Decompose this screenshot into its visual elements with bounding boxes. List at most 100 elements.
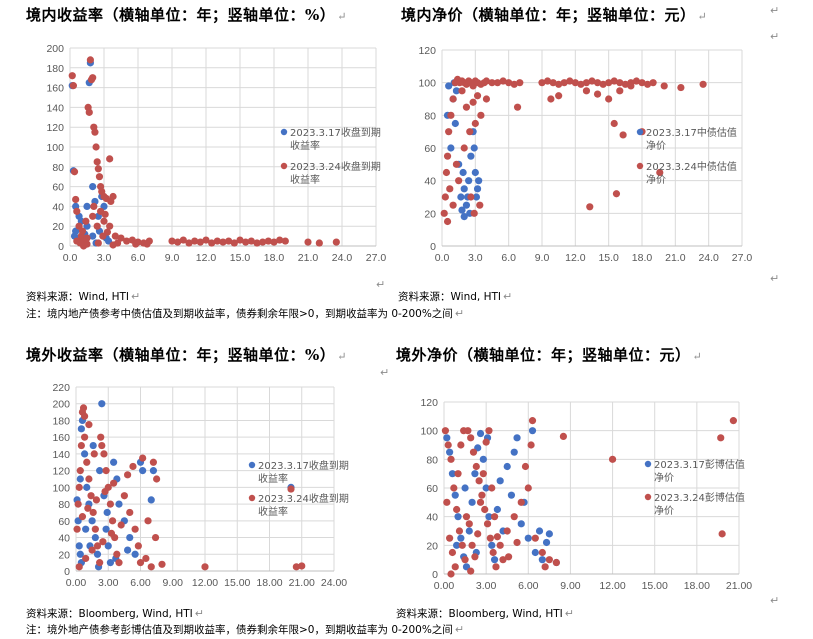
data-point [496, 541, 504, 549]
data-point [462, 201, 471, 209]
data-point [83, 202, 91, 210]
data-point [593, 79, 602, 87]
data-point [528, 427, 537, 435]
source-domestic-price: 资料来源：Wind, HTI ↵ [398, 290, 513, 303]
data-point [586, 203, 594, 211]
x-tick-label: 27.0 [732, 252, 753, 264]
data-point [543, 77, 552, 85]
x-tick-label: 3.0 [97, 252, 112, 264]
data-point [448, 548, 457, 557]
data-point [616, 87, 624, 95]
data-point [516, 79, 524, 87]
data-point [446, 448, 454, 456]
x-tick-label: 21.0 [665, 252, 686, 264]
data-point [111, 232, 119, 240]
y-tick-label: 0 [64, 566, 70, 578]
x-tick-label: 0.0 [63, 252, 78, 264]
y-tick-label: 140 [52, 449, 70, 461]
data-point [488, 79, 496, 87]
data-point [89, 74, 97, 82]
y-tick-label: 100 [46, 142, 64, 154]
data-point [76, 550, 84, 558]
data-point [479, 470, 487, 478]
x-tick-label: 15.0 [598, 252, 619, 264]
data-point [445, 82, 453, 90]
data-point [132, 240, 140, 248]
data-point [236, 236, 244, 244]
data-point [471, 119, 479, 128]
data-point [616, 79, 624, 87]
data-point [103, 508, 111, 517]
data-point [315, 239, 323, 247]
data-point [88, 546, 96, 554]
data-point [196, 238, 204, 246]
data-point [76, 475, 84, 483]
data-point [531, 534, 539, 542]
y-tick-label: 20 [426, 540, 438, 552]
data-point [124, 471, 132, 479]
data-point [80, 242, 88, 250]
data-point [505, 79, 513, 87]
legend-label: 净价 [646, 173, 666, 186]
data-point [505, 553, 513, 561]
data-point [109, 241, 117, 249]
data-point [79, 404, 88, 412]
paragraph-mark: ↵ [770, 272, 780, 285]
data-point [452, 87, 461, 95]
data-point [451, 491, 459, 499]
data-point [123, 237, 131, 245]
y-tick-label: 80 [52, 162, 64, 174]
data-point [608, 455, 617, 463]
y-tick-label: 180 [46, 63, 64, 75]
data-point [109, 192, 117, 201]
x-tick-label: 3.00 [98, 577, 119, 589]
data-point [73, 207, 81, 215]
data-point [101, 210, 109, 218]
legend-marker [248, 494, 256, 502]
data-point [270, 238, 278, 246]
x-tick-label: 21.00 [726, 580, 752, 592]
data-point [471, 553, 479, 561]
x-tick-label: 18.00 [684, 580, 710, 592]
data-point [185, 239, 193, 247]
y-tick-label: 0 [430, 241, 436, 253]
data-point [120, 492, 128, 500]
data-point [517, 520, 525, 528]
data-point [460, 213, 468, 221]
data-point [468, 498, 476, 506]
data-point [472, 193, 481, 201]
x-tick-label: 12.00 [599, 580, 625, 592]
x-tick-label: 0.00 [66, 577, 87, 589]
y-tick-label: 40 [58, 533, 70, 545]
data-point [304, 238, 312, 246]
data-point [213, 237, 221, 245]
data-point [476, 498, 485, 506]
data-point [549, 79, 557, 87]
legend-label: 2023.3.17彭博估值 [654, 458, 745, 471]
data-point [73, 525, 81, 533]
source-domestic-yield: 资料来源：Wind, HTI ↵ [26, 290, 141, 303]
data-point [470, 209, 478, 217]
source-offshore-price: 资料来源：Bloomberg, Wind, HTI ↵ [396, 607, 574, 620]
data-point [619, 131, 627, 139]
y-tick-label: 0 [58, 241, 64, 253]
data-point [153, 475, 161, 483]
data-point [571, 79, 579, 87]
y-tick-label: 80 [58, 499, 70, 511]
y-tick-label: 40 [426, 512, 438, 524]
data-point [101, 487, 109, 496]
data-point [96, 559, 104, 567]
data-point [276, 236, 284, 244]
data-point [98, 400, 106, 408]
data-point [76, 467, 84, 475]
x-tick-label: 6.0 [501, 252, 516, 264]
data-point [457, 534, 465, 542]
data-point [454, 470, 462, 478]
data-point [242, 238, 250, 246]
data-point [632, 77, 641, 85]
data-point [81, 450, 89, 458]
legend-label: 2023.3.24收盘到期 [258, 492, 349, 505]
data-point [447, 455, 455, 463]
legend-label: 2023.3.24彭博估值 [654, 491, 745, 504]
data-point [444, 441, 452, 449]
